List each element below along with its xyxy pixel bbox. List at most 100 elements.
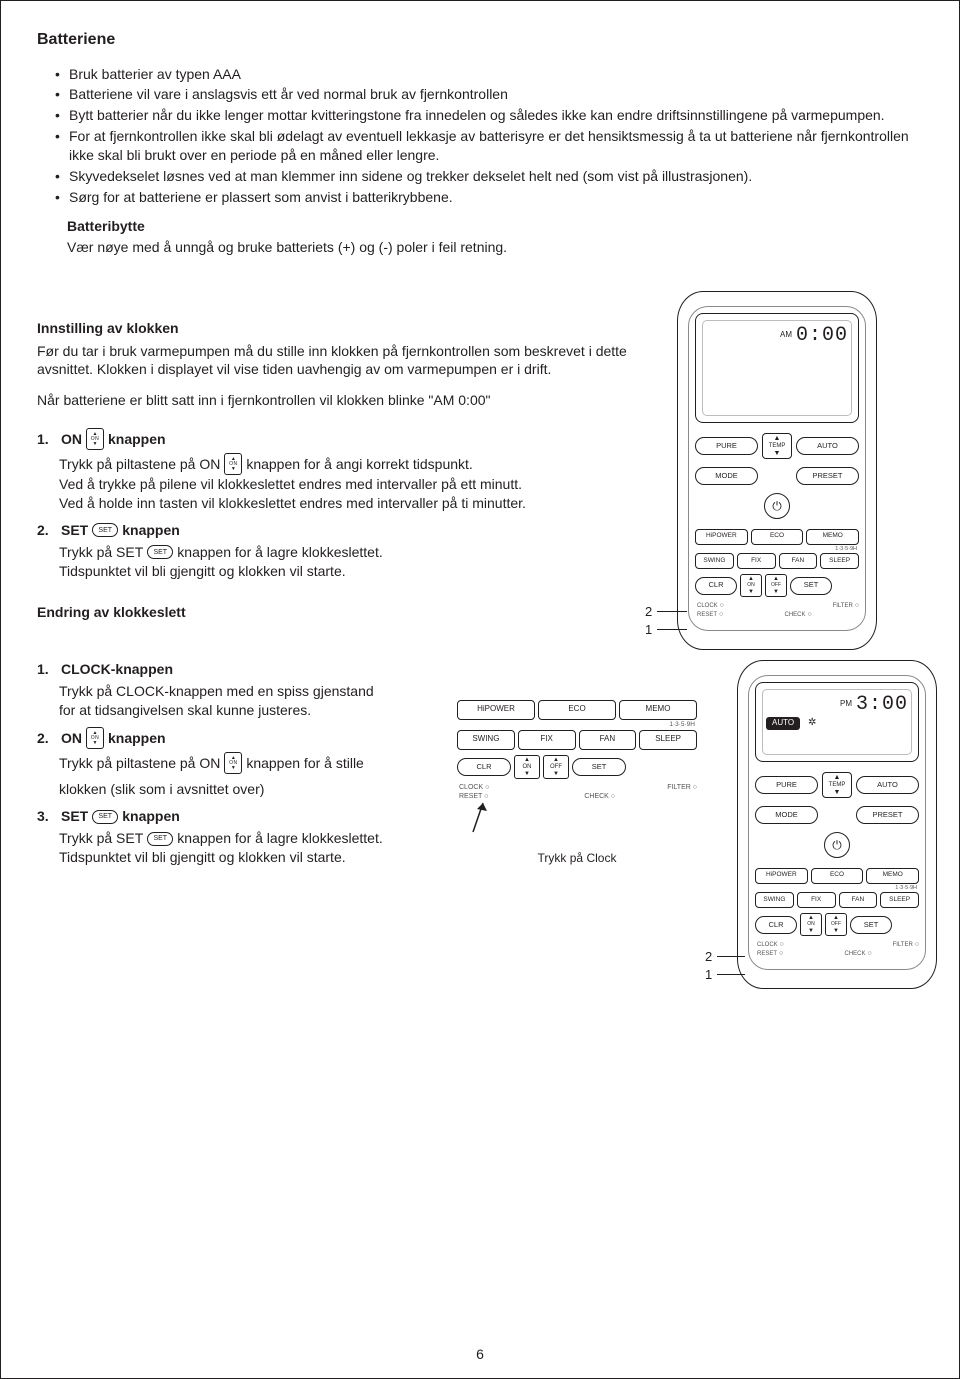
eco-button: ECO <box>751 529 804 545</box>
callout-2: 2 <box>645 603 652 621</box>
step1-line3: Ved å holde inn tasten vil klokkeslettet… <box>59 494 627 513</box>
eco-button: ECO <box>811 868 864 884</box>
swing-button: SWING <box>695 553 734 569</box>
on-button-icon: ▲ON▼ <box>224 752 242 774</box>
sleep-button: SLEEP <box>639 730 697 750</box>
step2-line1a: Trykk på SET <box>59 543 143 562</box>
power-button: ⏻ <box>824 832 850 858</box>
step-2: 2. SET SET knappen Trykk på SET SET knap… <box>37 521 627 581</box>
bullet-item: Sørg for at batteriene er plassert som a… <box>55 188 923 207</box>
cstep3-l1a: Trykk på SET <box>59 829 143 848</box>
on-timer-button: ▲ON▼ <box>514 755 540 779</box>
step2-line1b: knappen for å lagre klokkeslettet. <box>177 543 382 562</box>
lcd-auto-badge: AUTO <box>766 717 800 730</box>
lcd-time: 3:00 <box>856 691 908 718</box>
pure-button: PURE <box>755 776 818 794</box>
step1-line1a: Trykk på piltastene på ON <box>59 455 220 474</box>
mode-button: MODE <box>695 467 758 485</box>
clr-button: CLR <box>755 916 797 934</box>
filter-pin: FILTER <box>667 783 697 792</box>
battswap-text: Vær nøye med å unngå og bruke batteriets… <box>67 238 923 257</box>
hours-label: 1·3·5·9H <box>695 546 859 553</box>
temp-button: ▲TEMP▼ <box>762 433 792 459</box>
set-button-icon: SET <box>147 832 173 846</box>
set-button-icon: SET <box>92 523 118 537</box>
remote-diagram-1: AM 0:00 PURE ▲TEMP▼ AUTO MODE PRESET ⏻ <box>677 291 877 650</box>
auto-button: AUTO <box>796 437 859 455</box>
battswap-heading: Batteribytte <box>67 217 923 236</box>
step-number: 3. <box>37 807 57 826</box>
swing-button: SWING <box>755 892 794 908</box>
reset-pin: RESET <box>697 610 723 619</box>
change-step-3: 3. SET SET knappen Trykk på SET SET knap… <box>37 807 437 867</box>
set-button-icon: SET <box>92 810 118 824</box>
on-timer-button: ▲ON▼ <box>800 913 822 936</box>
cstep2-on: ON <box>61 729 82 748</box>
clr-button: CLR <box>695 577 737 595</box>
cstep2-l1b: knappen for å stille <box>246 754 364 773</box>
hours-label: 1·3·5·9H <box>457 721 697 730</box>
battery-bullets: Bruk batterier av typen AAA Batteriene v… <box>37 65 923 207</box>
cstep3-l2: Tidspunktet vil bli gjengitt og klokken … <box>59 848 437 867</box>
on-button-icon: ▲ON▼ <box>86 727 104 749</box>
fix-button: FIX <box>797 892 836 908</box>
set-button: SET <box>572 758 626 776</box>
step-number: 1. <box>37 660 57 679</box>
off-timer-button: ▲OFF▼ <box>765 574 787 597</box>
set-button: SET <box>790 577 832 595</box>
temp-button: ▲TEMP▼ <box>822 772 852 798</box>
cstep2-knappen: knappen <box>108 729 166 748</box>
clock-button-title: CLOCK-knappen <box>61 660 173 679</box>
step2-line2: Tidspunktet vil bli gjengitt og klokken … <box>59 562 627 581</box>
set-button-icon: SET <box>147 545 173 559</box>
callout-1: 1 <box>705 966 712 984</box>
filter-pin: FILTER <box>893 940 919 949</box>
lcd-pm: PM <box>840 699 852 710</box>
step1-knappen: knappen <box>108 430 166 449</box>
check-pin: CHECK <box>785 610 812 619</box>
fan-icon: ✲ <box>808 716 816 730</box>
preset-button: PRESET <box>796 467 859 485</box>
filter-pin: FILTER <box>833 601 859 610</box>
sleep-button: SLEEP <box>820 553 859 569</box>
remote-diagram-2: PM 3:00 AUTO ✲ PURE ▲TEMP▼ AUTO MODE <box>737 660 937 989</box>
bullet-item: Bytt batterier når du ikke lenger mottar… <box>55 106 923 125</box>
check-pin: CHECK <box>845 949 872 958</box>
panel-diagram: HiPOWER ECO MEMO 1·3·5·9H SWING FIX FAN … <box>457 700 697 843</box>
lcd-time: 0:00 <box>796 322 848 349</box>
bullet-item: Bruk batterier av typen AAA <box>55 65 923 84</box>
cstep3-l1b: knappen for å lagre klokkeslettet. <box>177 829 382 848</box>
callout-2: 2 <box>705 948 712 966</box>
step1-line1b: knappen for å angi korrekt tidspunkt. <box>246 455 472 474</box>
bullet-item: Skyvedekselet løsnes ved at man klemmer … <box>55 167 923 186</box>
bullet-item: Batteriene vil vare i anslagsvis ett år … <box>55 85 923 104</box>
preset-button: PRESET <box>856 806 919 824</box>
step-number: 2. <box>37 729 57 748</box>
clr-button: CLR <box>457 758 511 776</box>
cstep2-l2: klokken (slik som i avsnittet over) <box>59 780 437 799</box>
power-button: ⏻ <box>764 493 790 519</box>
lcd-ampm: AM <box>780 330 792 341</box>
off-timer-button: ▲OFF▼ <box>543 755 569 779</box>
memo-button: MEMO <box>806 529 859 545</box>
fix-button: FIX <box>737 553 776 569</box>
on-button-icon: ▲ON▼ <box>86 428 104 450</box>
lcd-display: AM 0:00 <box>695 313 859 423</box>
page-number: 6 <box>1 1345 959 1364</box>
set-button: SET <box>850 916 892 934</box>
clock-pin: CLOCK <box>459 783 489 792</box>
fan-button: FAN <box>779 553 818 569</box>
clockset-heading: Innstilling av klokken <box>37 319 627 338</box>
bullet-item: For at fjernkontrollen ikke skal bli øde… <box>55 127 923 165</box>
clock-pointer-icon <box>463 797 523 837</box>
fix-button: FIX <box>518 730 576 750</box>
swing-button: SWING <box>457 730 515 750</box>
on-button-icon: ▲ON▼ <box>224 453 242 475</box>
on-timer-button: ▲ON▼ <box>740 574 762 597</box>
step1-on-label: ON <box>61 430 82 449</box>
hipower-button: HiPOWER <box>457 700 535 720</box>
cstep3-knappen: knappen <box>122 807 180 826</box>
cstep1-l1: Trykk på CLOCK-knappen med en spiss gjen… <box>59 682 437 701</box>
hours-label: 1·3·5·9H <box>755 885 919 892</box>
step2-knappen: knappen <box>122 521 180 540</box>
